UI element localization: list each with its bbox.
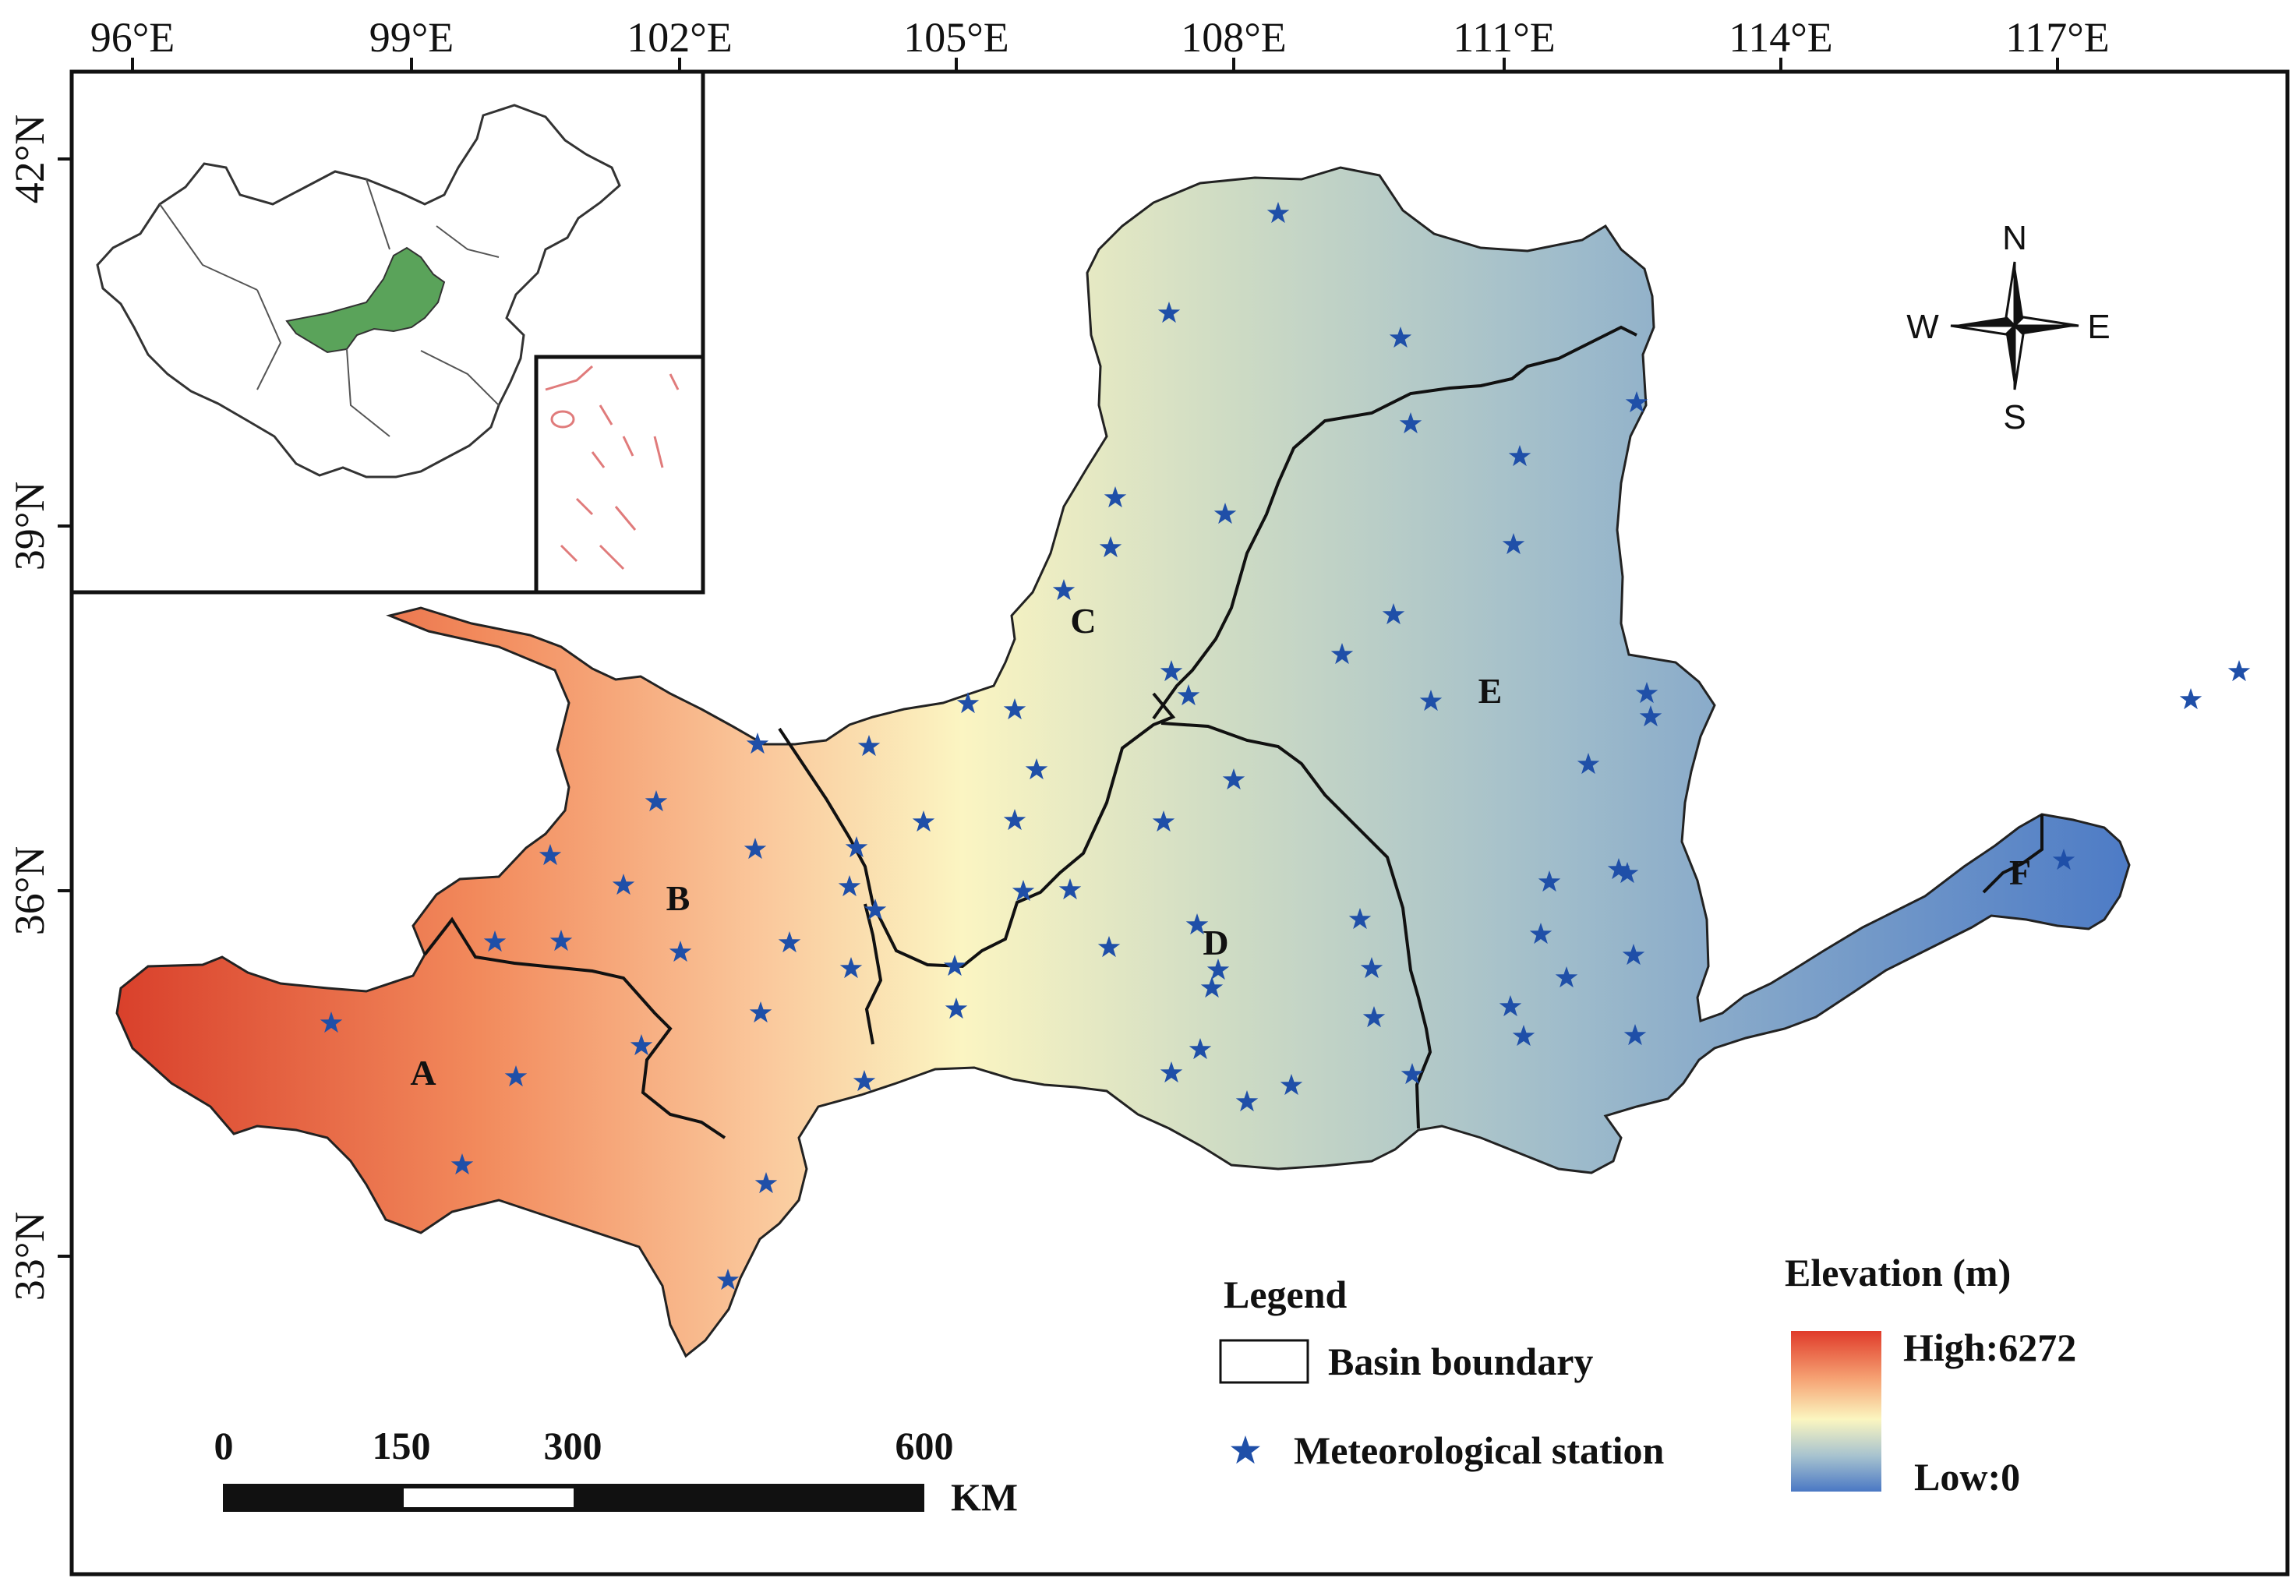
lat-tick-label: 42°N <box>6 115 53 204</box>
compass-e: E <box>2087 308 2110 346</box>
lon-tick-label: 99°E <box>369 14 454 61</box>
scale-unit: KM <box>951 1475 1018 1519</box>
lat-tick-label: 36°N <box>6 846 53 936</box>
yellow-river-basin <box>115 166 2131 1358</box>
scale-label: 150 <box>373 1424 431 1467</box>
region-label-d: D <box>1203 923 1228 962</box>
basin-boundary-label: Basin boundary <box>1328 1340 1593 1383</box>
scale-label: 0 <box>214 1424 234 1467</box>
compass-w: W <box>1906 308 1939 346</box>
region-label-f: F <box>2009 853 2031 892</box>
sub-basin-boundaries <box>423 325 2043 1139</box>
elevation-low-label: Low:0 <box>1914 1455 2020 1499</box>
elevation-color-bar <box>1791 1331 1881 1492</box>
basin-boundary-swatch <box>1219 1339 1309 1384</box>
elevation-legend: Elevation (m) High:6272 Low:0 <box>1785 1251 2076 1499</box>
region-label-e: E <box>1478 671 1503 711</box>
lon-tick-label: 105°E <box>903 14 1009 61</box>
compass-n: N <box>2002 219 2027 257</box>
lon-tick-label: 114°E <box>1729 14 1833 61</box>
compass-s: S <box>2003 398 2026 436</box>
province-lines <box>159 178 500 437</box>
scale-bar: 0 150 300 600 KM <box>214 1424 1019 1519</box>
south-china-sea-inset <box>534 355 705 595</box>
lat-tick-label: 33°N <box>6 1212 53 1301</box>
legend-title: Legend <box>1224 1273 1348 1316</box>
lon-tick-label: 108°E <box>1181 14 1287 61</box>
lon-tick-label: 111°E <box>1453 14 1556 61</box>
lon-tick-label: 102°E <box>627 14 733 61</box>
region-labels: A B C D E F <box>410 601 2031 1093</box>
longitude-ticks: 96°E 99°E 102°E 105°E 108°E 111°E 114°E … <box>90 14 2110 72</box>
china-outline <box>96 104 621 478</box>
lon-tick-label: 117°E <box>2005 14 2110 61</box>
elevation-title: Elevation (m) <box>1785 1251 2011 1294</box>
north-arrow-icon: N S E W <box>1906 219 2110 436</box>
region-label-b: B <box>666 878 691 918</box>
region-label-c: C <box>1070 601 1096 641</box>
yellow-river-basin-inset <box>285 246 446 354</box>
elevation-high-label: High:6272 <box>1903 1326 2076 1369</box>
lat-tick-label: 39°N <box>6 482 53 571</box>
station-legend-label: Meteorological station <box>1294 1428 1665 1472</box>
legend: Legend Basin boundary Meteorological sta… <box>1219 1273 1665 1472</box>
scale-label: 600 <box>895 1424 954 1467</box>
latitude-ticks: 42°N 39°N 36°N 33°N <box>6 115 72 1301</box>
south-china-sea-islands <box>545 365 680 570</box>
lon-tick-label: 96°E <box>90 14 175 61</box>
scale-label: 300 <box>544 1424 602 1467</box>
china-inset-map <box>69 69 705 595</box>
region-label-a: A <box>410 1053 436 1093</box>
